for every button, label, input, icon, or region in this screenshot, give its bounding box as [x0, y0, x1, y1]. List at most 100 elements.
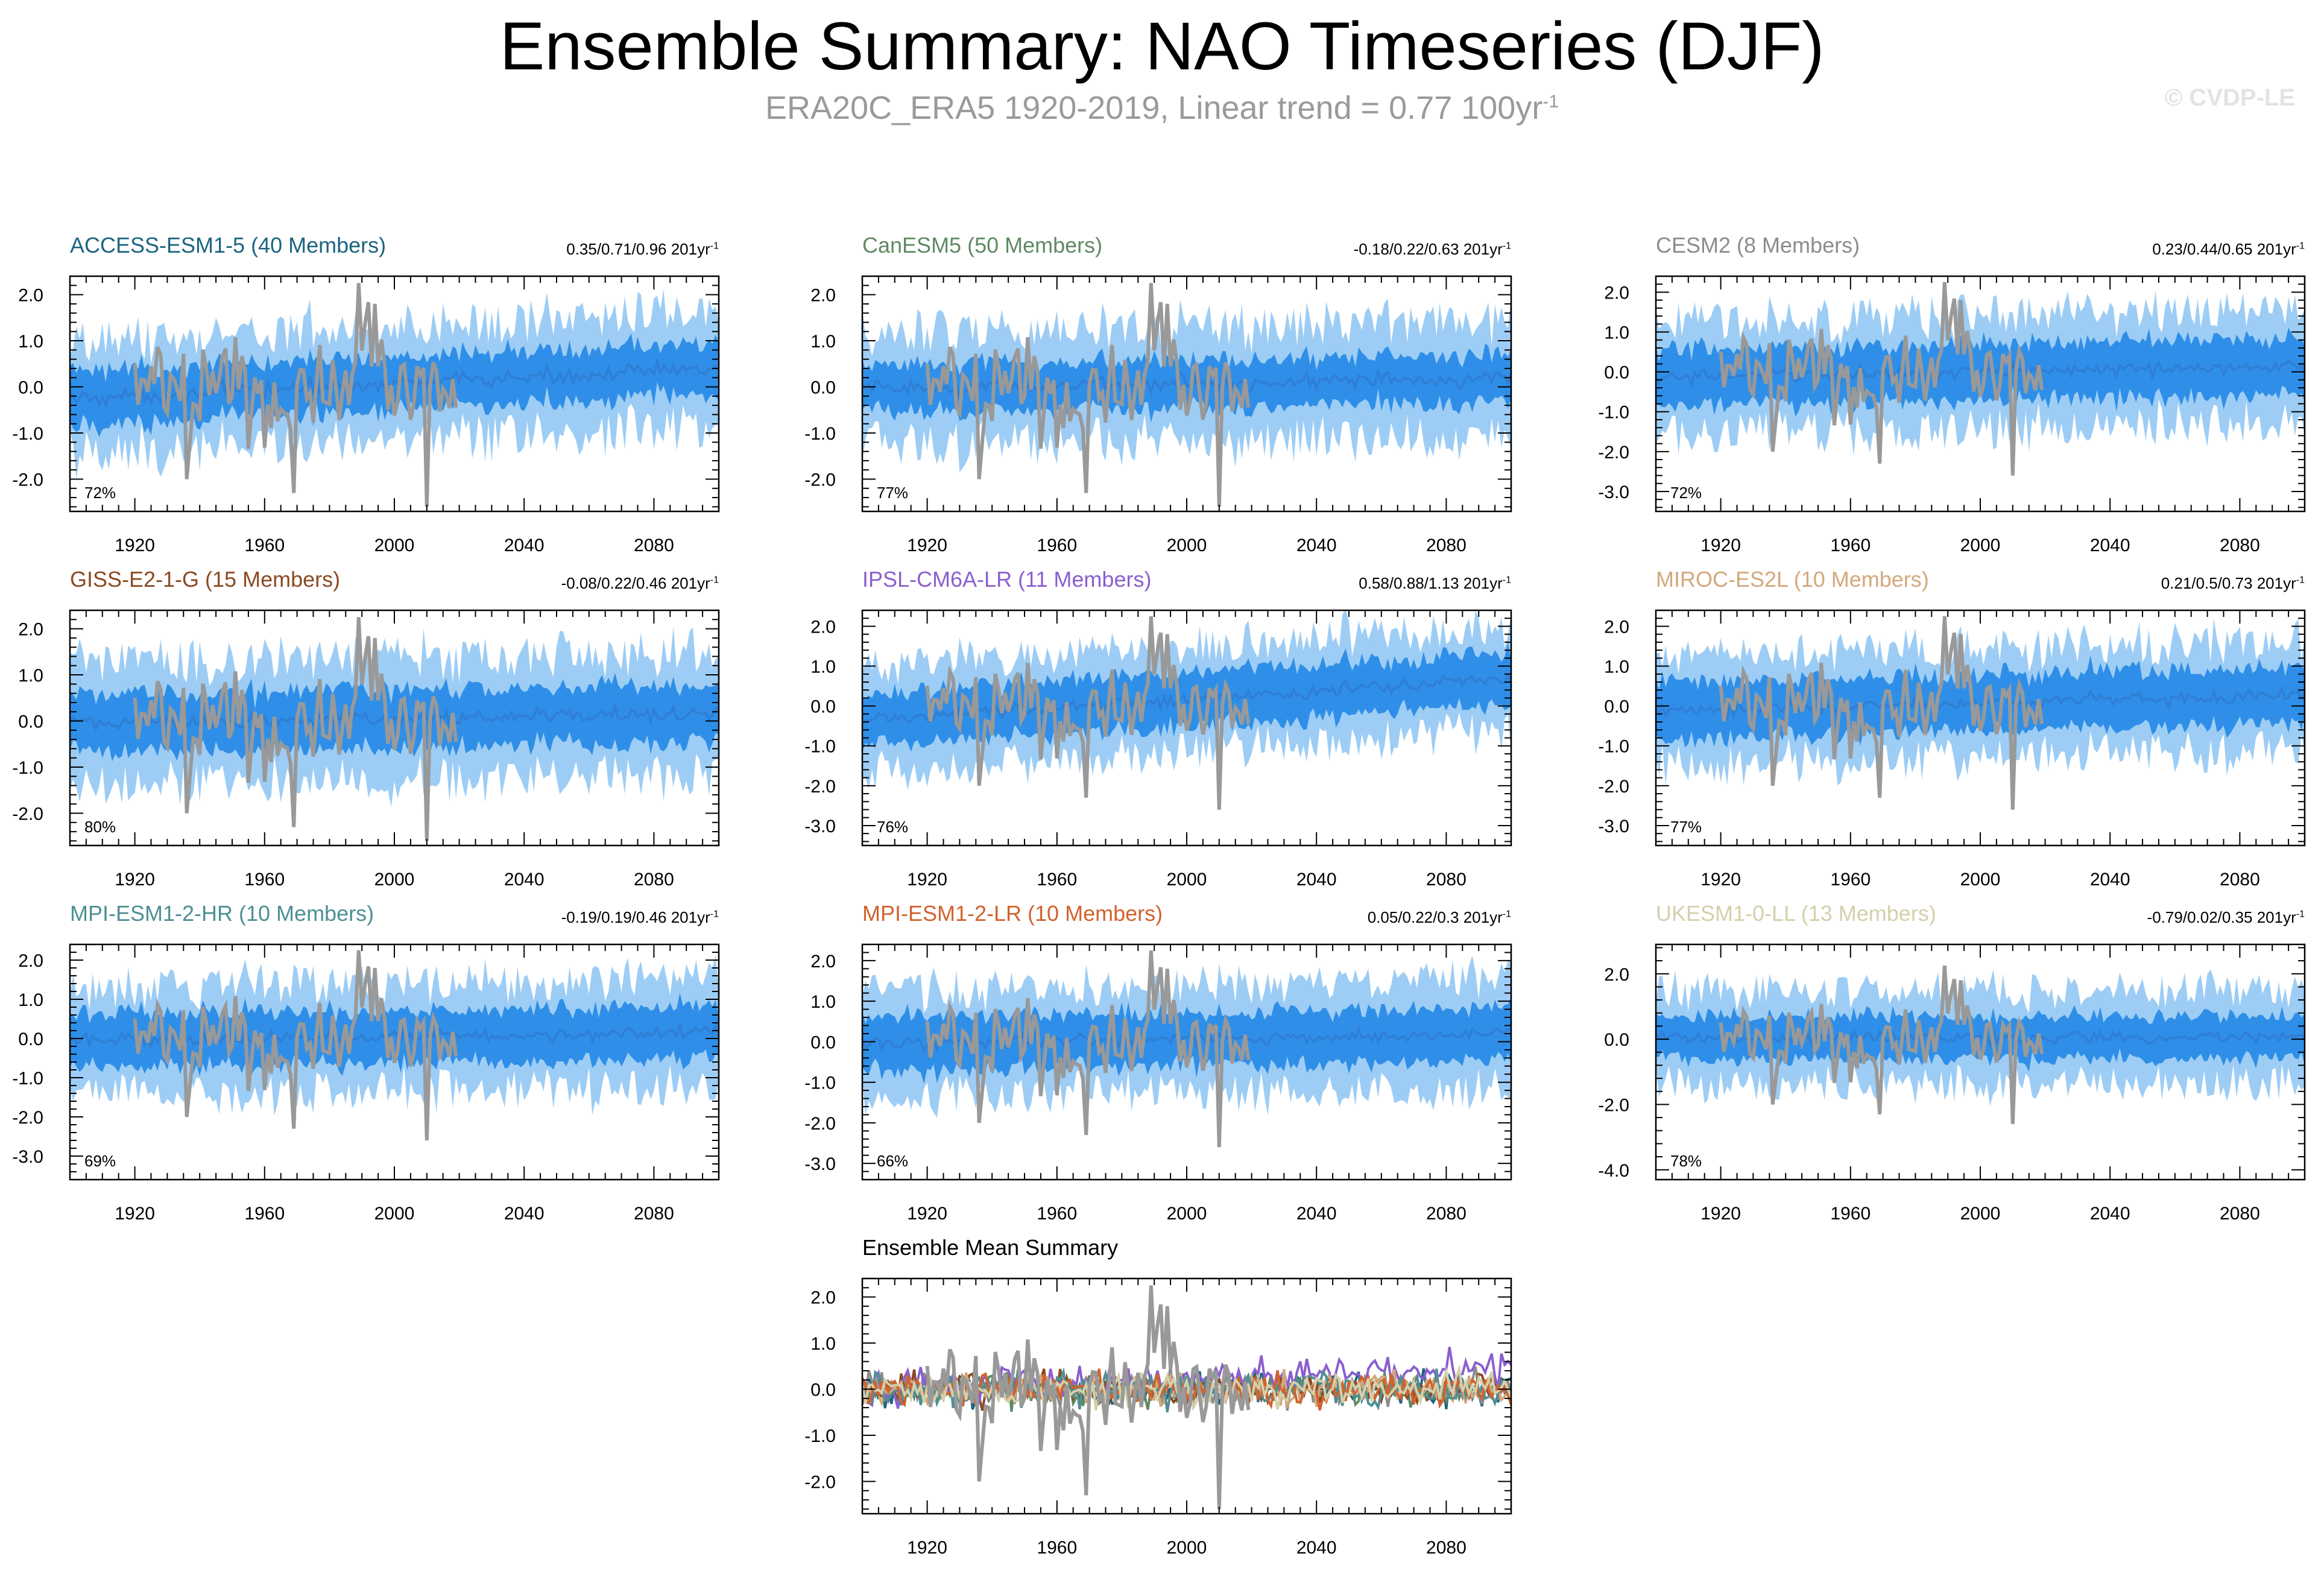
x-tick-label: 2040: [504, 536, 545, 555]
trend-text: 0.21/0.5/0.73 201yr: [2161, 574, 2296, 592]
watermark: © CVDP-LE: [2164, 84, 2295, 111]
y-tick-label: -2.0: [12, 1108, 43, 1128]
x-tick-label: 1960: [1037, 1204, 1077, 1224]
observations-line: [133, 617, 458, 841]
y-tick-label: -2.0: [804, 1114, 836, 1134]
y-tick-label: 2.0: [810, 617, 836, 637]
x-tick-label: 2080: [1426, 1204, 1467, 1224]
y-tick-label: -1.0: [804, 1073, 836, 1093]
y-tick-label: 2.0: [810, 952, 836, 972]
y-tick-label: 2.0: [810, 286, 836, 306]
y-tick-label: 2.0: [18, 620, 43, 640]
percent-label: 77%: [1670, 818, 1702, 836]
plot-area: [70, 617, 719, 841]
chart-panel-5: 1920 1960 2000 2040 2080 2.0 1.0 0.0 -1.0 -2.0 -3.…: [804, 609, 1512, 890]
panel-title: MPI-ESM1-2-LR (10 Members): [862, 901, 1163, 926]
y-tick-label: -3.0: [1598, 482, 1629, 502]
chart-panel-3: 1920 1960 2000 2040 2080 2.0 1.0 0.0 -1.0 -2.0 -3.…: [1598, 275, 2306, 555]
trend-text: 0.58/0.88/1.13 201yr: [1359, 574, 1503, 592]
trend-exponent: -1: [2296, 575, 2305, 586]
y-tick-label: 0.0: [18, 378, 43, 398]
plot-area: [862, 610, 1511, 810]
y-tick-label: -3.0: [12, 1147, 43, 1167]
y-tick-label: 0.0: [18, 712, 43, 732]
ensemble-mean-line: [1656, 1027, 2305, 1049]
trend-exponent: -1: [1502, 575, 1511, 586]
x-tick-label: 1920: [907, 870, 947, 890]
x-tick-label: 1920: [115, 1204, 155, 1224]
x-tick-label: 1920: [907, 1204, 947, 1224]
y-tick-label: 1.0: [18, 332, 43, 352]
observations-line: [925, 1285, 1251, 1509]
x-tick-label: 2040: [2090, 1204, 2130, 1224]
plot-area: [1656, 282, 2305, 476]
percent-label: 78%: [1670, 1152, 1702, 1170]
y-tick-label: 0.0: [810, 697, 836, 717]
chart-panel-2: 1920 1960 2000 2040 2080 2.0 1.0 0.0 -1.0 -2.0 77%: [804, 275, 1512, 555]
trend-text: 0.23/0.44/0.65 201yr: [2152, 240, 2296, 258]
y-tick-label: -1.0: [1598, 403, 1629, 423]
percent-label: 69%: [84, 1152, 116, 1170]
x-tick-label: 2040: [504, 870, 545, 890]
panel-trend-range: 0.23/0.44/0.65 201yr-1: [2152, 240, 2305, 259]
trend-exponent: -1: [1502, 909, 1511, 920]
y-tick-label: -2.0: [804, 1472, 836, 1492]
x-tick-label: 1920: [1700, 870, 1741, 890]
x-tick-label: 1960: [1830, 870, 1871, 890]
panel-title: UKESM1-0-LL (13 Members): [1656, 901, 1936, 926]
y-tick-label: 0.0: [810, 1380, 836, 1400]
subtitle: ERA20C_ERA5 1920-2019, Linear trend = 0.…: [0, 89, 2324, 127]
panel-title: ACCESS-ESM1-5 (40 Members): [70, 233, 387, 258]
x-tick-label: 2000: [1960, 536, 2001, 555]
plot-area: [862, 283, 1511, 507]
y-tick-label: 1.0: [810, 992, 836, 1012]
observations-line: [925, 616, 1251, 810]
x-tick-label: 1960: [244, 870, 285, 890]
panel-title: GISS-E2-1-G (15 Members): [70, 567, 341, 592]
y-tick-label: 2.0: [18, 951, 43, 971]
y-tick-label: -3.0: [804, 1154, 836, 1174]
y-tick-label: -1.0: [12, 424, 43, 444]
trend-exponent: -1: [710, 241, 719, 251]
percent-label: 77%: [877, 484, 908, 502]
inner-spread-band: [70, 333, 719, 437]
y-tick-label: 1.0: [810, 332, 836, 352]
x-tick-label: 2000: [1960, 870, 2001, 890]
x-tick-label: 2000: [1167, 536, 1207, 555]
y-tick-label: 1.0: [1604, 657, 1629, 677]
x-tick-label: 1960: [1037, 870, 1077, 890]
y-tick-label: -1.0: [1598, 737, 1629, 757]
y-tick-label: 2.0: [1604, 617, 1629, 637]
y-tick-label: -1.0: [12, 758, 43, 778]
observations-line: [925, 283, 1251, 507]
trend-exponent: -1: [710, 909, 719, 920]
inner-spread-band: [862, 642, 1511, 752]
y-tick-label: -2.0: [804, 470, 836, 490]
panel-trend-range: 0.05/0.22/0.3 201yr-1: [1368, 908, 1511, 927]
panel-title: CESM2 (8 Members): [1656, 233, 1860, 258]
x-tick-label: 2080: [1426, 1538, 1467, 1558]
x-tick-label: 2040: [504, 1204, 545, 1224]
panel-trend-range: -0.79/0.02/0.35 201yr-1: [2147, 908, 2305, 927]
x-tick-label: 2040: [1296, 536, 1337, 555]
panel-title: IPSL-CM6A-LR (11 Members): [862, 567, 1152, 592]
panel-title: MIROC-ES2L (10 Members): [1656, 567, 1929, 592]
chart-panel-1: 1920 1960 2000 2040 2080 2.0 1.0 0.0 -1.0 -2.0 72%: [12, 275, 720, 555]
trend-exponent: -1: [2296, 241, 2305, 251]
x-tick-label: 2000: [1960, 1204, 2001, 1224]
chart-panel-10: 1920 1960 2000 2040 2080 2.0 1.0 0.0 -1.0 -2.0: [804, 1277, 1512, 1558]
panel-trend-range: -0.18/0.22/0.63 201yr-1: [1354, 240, 1511, 259]
y-tick-label: -2.0: [1598, 443, 1629, 463]
ensemble-mean-line: [862, 369, 1511, 402]
chart-panel-7: 1920 1960 2000 2040 2080 2.0 1.0 0.0 -1.0 -2.0 -3.…: [12, 943, 720, 1224]
panel-trend-range: 0.35/0.71/0.96 201yr-1: [566, 240, 719, 259]
y-tick-label: 0.0: [1604, 363, 1629, 383]
inner-spread-band: [1656, 1005, 2305, 1072]
y-tick-label: -1.0: [804, 424, 836, 444]
x-tick-label: 2080: [2220, 870, 2260, 890]
plot-area: [70, 283, 719, 507]
y-tick-label: 1.0: [1604, 323, 1629, 343]
x-tick-label: 2040: [1296, 870, 1337, 890]
x-tick-label: 1920: [907, 1538, 947, 1558]
